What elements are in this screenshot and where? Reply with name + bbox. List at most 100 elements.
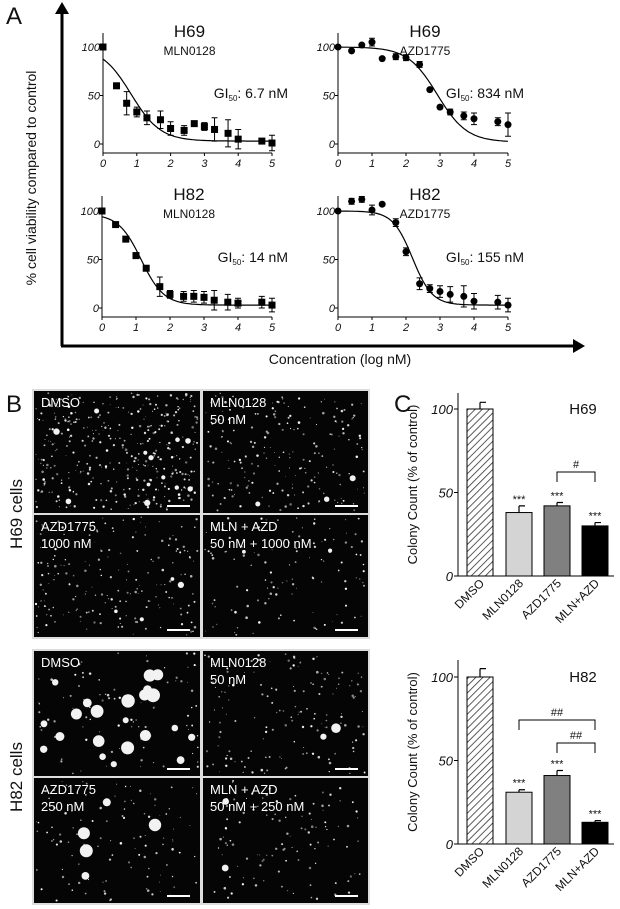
colony-speck xyxy=(50,615,52,617)
colony-speck xyxy=(356,817,359,819)
data-point xyxy=(402,248,410,256)
colony-speck xyxy=(192,593,194,595)
colony-speck xyxy=(221,854,223,856)
colony-speck xyxy=(84,793,87,796)
data-point xyxy=(122,235,130,243)
colony-speck xyxy=(66,428,70,432)
colony-speck xyxy=(142,404,144,406)
colony-speck xyxy=(84,561,86,563)
colony-speck xyxy=(214,605,216,608)
colony-speck xyxy=(35,520,38,523)
colony-speck xyxy=(106,765,107,767)
colony xyxy=(187,486,193,492)
colony-speck xyxy=(324,825,327,828)
colony-speck xyxy=(271,407,274,410)
colony-speck xyxy=(340,409,344,413)
plot-subtitle: AZD1775 xyxy=(400,207,451,221)
colony-speck xyxy=(100,499,103,502)
colony-speck xyxy=(115,399,117,401)
colony-speck xyxy=(281,581,284,584)
colony-speck xyxy=(155,449,158,452)
colony-speck xyxy=(146,659,149,663)
colony-speck xyxy=(188,475,191,477)
colony-speck xyxy=(179,497,181,499)
colony-speck xyxy=(226,440,230,443)
colony-speck xyxy=(86,472,90,475)
colony-speck xyxy=(145,887,148,890)
colony xyxy=(170,577,175,581)
colony-speck xyxy=(250,564,252,566)
colony-speck xyxy=(68,583,71,586)
colony-speck xyxy=(253,716,256,719)
comparison-bracket xyxy=(556,471,596,482)
colony-speck xyxy=(339,787,342,790)
colony-speck xyxy=(225,550,228,553)
colony-speck xyxy=(265,519,267,521)
colony-speck xyxy=(117,406,119,408)
colony-speck xyxy=(193,440,195,443)
colony-speck xyxy=(184,487,186,489)
colony xyxy=(143,450,148,455)
colony-speck xyxy=(188,479,191,481)
colony xyxy=(40,720,48,728)
colony-speck xyxy=(88,466,92,469)
colony-speck xyxy=(44,397,46,399)
colony-speck xyxy=(180,489,183,491)
colony-speck xyxy=(211,481,214,483)
colony-speck xyxy=(284,653,287,656)
colony-speck xyxy=(191,724,194,727)
significance-stars: *** xyxy=(551,759,565,771)
y-tick-label: 100 xyxy=(81,206,100,218)
colony-speck xyxy=(314,847,316,850)
colony-speck xyxy=(271,701,274,704)
colony-speck xyxy=(226,516,230,520)
colony-speck xyxy=(336,421,338,423)
colony-speck xyxy=(313,545,317,549)
colony-speck xyxy=(51,428,54,431)
colony-speck xyxy=(252,402,253,404)
colony-speck xyxy=(332,470,335,474)
colony-speck xyxy=(336,472,338,475)
gi50-label: GI50: 14 nM xyxy=(218,249,288,267)
colony-speck xyxy=(85,716,88,719)
colony-speck xyxy=(40,412,43,415)
colony-speck xyxy=(310,725,313,728)
colony-speck xyxy=(207,550,210,553)
colony-speck xyxy=(244,671,245,673)
colony-speck xyxy=(284,767,287,770)
gi50-prefix: GI xyxy=(446,85,461,101)
colony-speck xyxy=(48,440,50,442)
colony-speck xyxy=(87,482,91,486)
colony-speck xyxy=(264,561,267,564)
colony-speck xyxy=(166,864,168,866)
colony-speck xyxy=(284,816,287,819)
colony-speck xyxy=(119,437,121,440)
colony xyxy=(148,818,162,832)
colony-speck xyxy=(286,422,289,425)
data-point xyxy=(494,298,502,306)
colony xyxy=(52,679,59,686)
colony-speck xyxy=(360,403,362,405)
colony-speck xyxy=(310,825,314,828)
colony-speck xyxy=(165,404,168,407)
colony-speck xyxy=(289,667,292,670)
colony-speck xyxy=(35,454,37,456)
y-tick-label: 0 xyxy=(446,569,454,584)
data-point xyxy=(258,137,266,145)
colony-speck xyxy=(84,569,87,573)
colony-speck xyxy=(156,477,158,479)
colony-speck xyxy=(38,418,41,421)
data-point xyxy=(436,103,444,111)
colony-speck xyxy=(230,489,233,491)
colony-speck xyxy=(286,580,288,582)
colony-speck xyxy=(360,676,363,678)
colony-speck xyxy=(147,429,150,432)
colony-speck xyxy=(358,578,361,580)
colony-speck xyxy=(214,447,218,450)
colony-speck xyxy=(325,714,328,716)
colony-speck xyxy=(72,827,74,829)
colony-speck xyxy=(212,763,215,766)
tile-label-line1: AZD1775 xyxy=(41,519,96,534)
colony-speck xyxy=(163,467,166,470)
